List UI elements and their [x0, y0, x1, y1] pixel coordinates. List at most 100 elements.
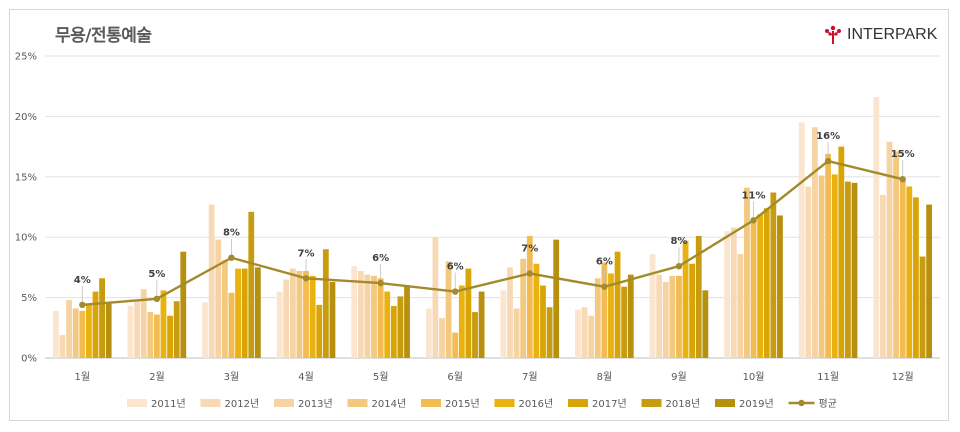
bar	[221, 260, 228, 358]
legend-swatch	[641, 399, 662, 407]
average-data-label: 11%	[742, 190, 766, 201]
bar	[377, 278, 384, 358]
bar	[649, 254, 656, 358]
bar	[215, 239, 222, 358]
bar	[303, 271, 309, 358]
bar	[588, 315, 595, 358]
average-point	[153, 295, 161, 303]
bar	[763, 208, 770, 358]
bars	[52, 97, 933, 359]
bar	[167, 315, 173, 358]
average-line: 4% 5% 8% 7% 6% 6% 7% 6% 8% 11% 16% 15%	[74, 131, 915, 309]
y-tick-label: 25%	[15, 52, 37, 63]
y-tick-label: 0%	[21, 354, 37, 365]
bar	[533, 263, 540, 358]
y-tick-label: 20%	[15, 112, 37, 123]
bar	[248, 211, 255, 358]
x-tick-label: 2월	[149, 371, 165, 383]
bar	[472, 312, 478, 358]
bar	[777, 215, 783, 358]
average-data-label: 4%	[74, 275, 91, 286]
y-axis: 0% 5% 10% 15% 20% 25%	[15, 52, 37, 365]
bar	[621, 286, 628, 358]
legend-swatch	[568, 399, 588, 407]
bar	[906, 186, 913, 358]
bar	[656, 274, 663, 358]
average-point	[302, 275, 310, 282]
bar	[241, 268, 248, 358]
legend-swatch	[421, 399, 441, 407]
bar	[59, 335, 66, 358]
bar	[757, 214, 764, 358]
legend-label: 평균	[819, 398, 837, 410]
bar	[153, 314, 160, 358]
chart-title: 무용/전통예술	[55, 26, 152, 46]
interpark-logo-icon	[825, 25, 841, 44]
legend-swatch	[715, 399, 735, 407]
legend-line-marker	[798, 399, 805, 407]
legend-label: 2016년	[519, 398, 554, 410]
average-data-label: 6%	[447, 262, 464, 273]
average-point	[79, 301, 86, 309]
bar	[546, 307, 553, 358]
bar	[478, 291, 485, 358]
bar	[208, 204, 215, 358]
average-point	[750, 217, 757, 224]
bar	[798, 122, 805, 358]
bar	[812, 127, 818, 358]
average-data-label: 6%	[372, 253, 389, 264]
legend-swatch	[347, 399, 368, 407]
bar	[439, 318, 445, 358]
legend-swatch	[200, 399, 221, 407]
bar	[235, 268, 241, 358]
x-tick-label: 9월	[671, 371, 687, 383]
average-data-label: 5%	[148, 269, 165, 280]
legend: 2011년 2012년 2013년 2014년 2015년 2016년 2017년 2018년…	[127, 398, 837, 410]
average-point	[452, 288, 459, 295]
bar	[52, 310, 59, 358]
bar	[880, 194, 886, 358]
bar	[202, 302, 208, 358]
bar	[351, 266, 358, 358]
bar	[695, 235, 702, 358]
legend-swatch	[127, 399, 147, 407]
bar	[283, 279, 290, 358]
bar	[893, 151, 900, 358]
bar	[500, 290, 507, 358]
average-point	[675, 262, 683, 270]
bar	[540, 285, 546, 358]
bar	[601, 262, 608, 358]
bar	[79, 310, 86, 358]
interpark-logo: INTERPARK	[822, 24, 937, 46]
x-tick-label: 7월	[522, 371, 538, 383]
bar	[404, 285, 410, 358]
bar	[173, 301, 180, 358]
bar	[805, 186, 812, 358]
y-tick-label: 15%	[15, 172, 37, 183]
average-point	[526, 270, 533, 277]
bar	[831, 174, 838, 358]
bar	[432, 237, 439, 358]
y-tick-label: 10%	[15, 233, 37, 244]
bar	[85, 303, 92, 358]
bar	[520, 258, 527, 358]
bar	[682, 240, 689, 358]
bar	[384, 291, 391, 358]
bar	[627, 274, 634, 358]
bar	[296, 271, 303, 358]
bar	[92, 291, 99, 358]
bar	[316, 304, 323, 358]
bar	[364, 274, 371, 358]
legend-label: 2013년	[298, 398, 333, 410]
bar	[160, 290, 167, 358]
average-data-label: 6%	[596, 257, 613, 268]
bar	[309, 275, 316, 358]
bar	[254, 267, 261, 358]
bar	[276, 291, 283, 358]
bar	[724, 231, 731, 358]
bar	[669, 275, 676, 358]
bar	[147, 312, 154, 358]
bar	[72, 308, 79, 358]
bar	[180, 251, 187, 358]
